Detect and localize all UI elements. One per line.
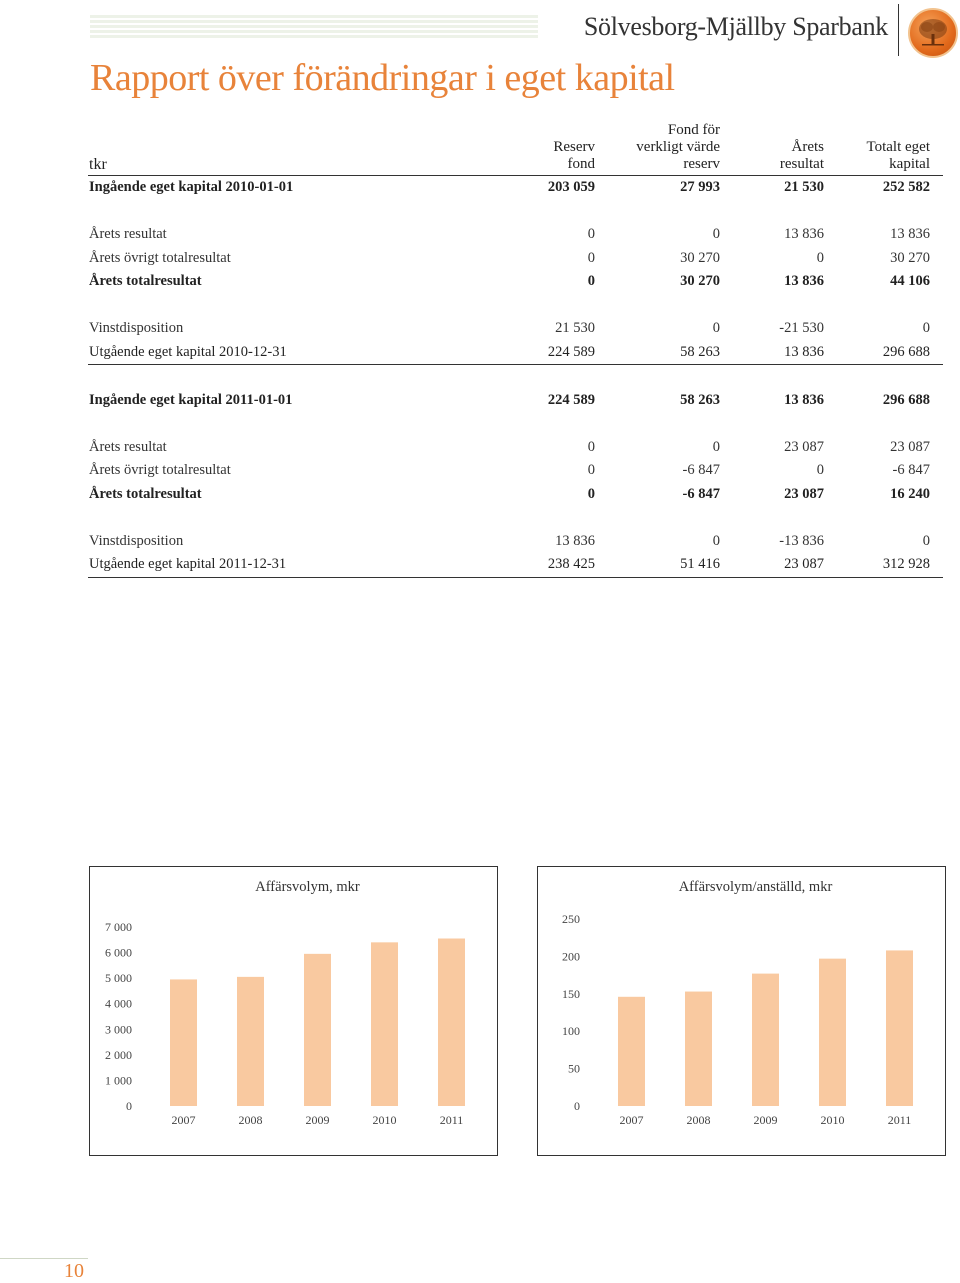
- x-tick-label: 2007: [620, 1113, 644, 1127]
- column-header: Reserv fond: [478, 122, 608, 176]
- table-row: Årets övrigt totalresultat 0 30 270 0 30…: [89, 249, 930, 266]
- bar-2008: [237, 976, 264, 1106]
- y-tick-label: 150: [562, 987, 580, 1001]
- table-spacer: [88, 200, 943, 224]
- page-number: 10: [64, 1260, 84, 1282]
- header-decoration: [90, 15, 538, 39]
- chart-title: Affärsvolym, mkr: [255, 879, 360, 895]
- table-row: Ingående eget kapital 2010-01-01 203 059…: [89, 179, 930, 196]
- table-row: Vinstdisposition 21 530 0 -21 530 0: [89, 320, 930, 337]
- x-tick-label: 2009: [754, 1113, 778, 1127]
- chart-affarsvolym-svg: Affärsvolym, mkr 0 1 000 2 000 3 000 4 000 5 0…: [105, 879, 465, 1127]
- y-tick-label: 1 000: [105, 1073, 132, 1087]
- x-tick-label: 2011: [440, 1113, 464, 1127]
- y-tick-label: 100: [562, 1024, 580, 1038]
- oak-tree-logo-icon: [908, 8, 958, 58]
- bar-2007: [618, 996, 645, 1106]
- y-tick-label: 4 000: [105, 997, 132, 1011]
- table-row: Årets totalresultat 0 30 270 13 836 44 1…: [89, 273, 930, 290]
- table-row: Årets resultat 0 0 13 836 13 836: [89, 226, 930, 243]
- y-tick-label: 0: [126, 1099, 132, 1113]
- table-spacer: [88, 294, 943, 318]
- page-title: Rapport över förändringar i eget kapital: [90, 57, 675, 99]
- table-spacer: [88, 412, 943, 436]
- bar-2010: [819, 958, 846, 1106]
- table-row: Vinstdisposition 13 836 0 -13 836 0: [89, 532, 930, 549]
- chart-affarsvolym: Affärsvolym, mkr 0 1 000 2 000 3 000 4 000 5 0…: [89, 866, 498, 1156]
- y-tick-label: 50: [568, 1062, 580, 1076]
- y-tick-label: 250: [562, 912, 580, 926]
- table-header-row: tkr Reserv fond Fond för verkligt värde …: [88, 122, 943, 176]
- column-header: Årets resultat: [733, 122, 837, 176]
- equity-changes-table: tkr Reserv fond Fond för verkligt värde …: [88, 122, 943, 578]
- x-tick-label: 2007: [172, 1113, 196, 1127]
- x-tick-label: 2010: [821, 1113, 845, 1127]
- y-tick-label: 5 000: [105, 971, 132, 985]
- chart-affarsvolym-per-anstalld-svg: Affärsvolym/anställd, mkr 0 50 100 150 200 250…: [562, 879, 913, 1127]
- x-tick-label: 2011: [888, 1113, 912, 1127]
- table-row: Årets totalresultat 0 -6 847 23 087 16 2…: [89, 485, 930, 502]
- x-tick-label: 2009: [306, 1113, 330, 1127]
- y-tick-label: 7 000: [105, 920, 132, 934]
- table-row: Ingående eget kapital 2011-01-01 224 589…: [89, 391, 930, 408]
- y-tick-label: 3 000: [105, 1022, 132, 1036]
- y-tick-label: 6 000: [105, 946, 132, 960]
- table-row: Utgående eget kapital 2011-12-31 238 425…: [88, 553, 943, 578]
- chart-title: Affärsvolym/anställd, mkr: [679, 879, 833, 895]
- brand-name: Sölvesborg-Mjällby Sparbank: [583, 12, 888, 41]
- bar-2010: [371, 942, 398, 1106]
- table-spacer: [88, 365, 943, 389]
- footer-divider: [0, 1258, 88, 1259]
- column-header: Totalt eget kapital: [837, 122, 943, 176]
- y-tick-label: 0: [574, 1099, 580, 1113]
- y-tick-label: 2 000: [105, 1048, 132, 1062]
- unit-label: tkr: [88, 122, 478, 176]
- x-tick-label: 2008: [687, 1113, 711, 1127]
- header-divider: [898, 4, 899, 56]
- table-row: Utgående eget kapital 2010-12-31 224 589…: [88, 340, 943, 365]
- table-spacer: [88, 506, 943, 530]
- x-tick-label: 2008: [239, 1113, 263, 1127]
- bar-2011: [886, 950, 913, 1106]
- table-row: Årets övrigt totalresultat 0 -6 847 0 -6…: [89, 462, 930, 479]
- bar-2009: [752, 973, 779, 1106]
- column-header: Fond för verkligt värde reserv: [608, 122, 733, 176]
- bar-2008: [685, 991, 712, 1106]
- x-tick-label: 2010: [373, 1113, 397, 1127]
- table-row: Årets resultat 0 0 23 087 23 087: [89, 438, 930, 455]
- bar-2011: [438, 938, 465, 1106]
- chart-affarsvolym-per-anstalld: Affärsvolym/anställd, mkr 0 50 100 150 200 250…: [537, 866, 946, 1156]
- bar-2009: [304, 953, 331, 1106]
- y-tick-label: 200: [562, 949, 580, 963]
- bar-2007: [170, 979, 197, 1106]
